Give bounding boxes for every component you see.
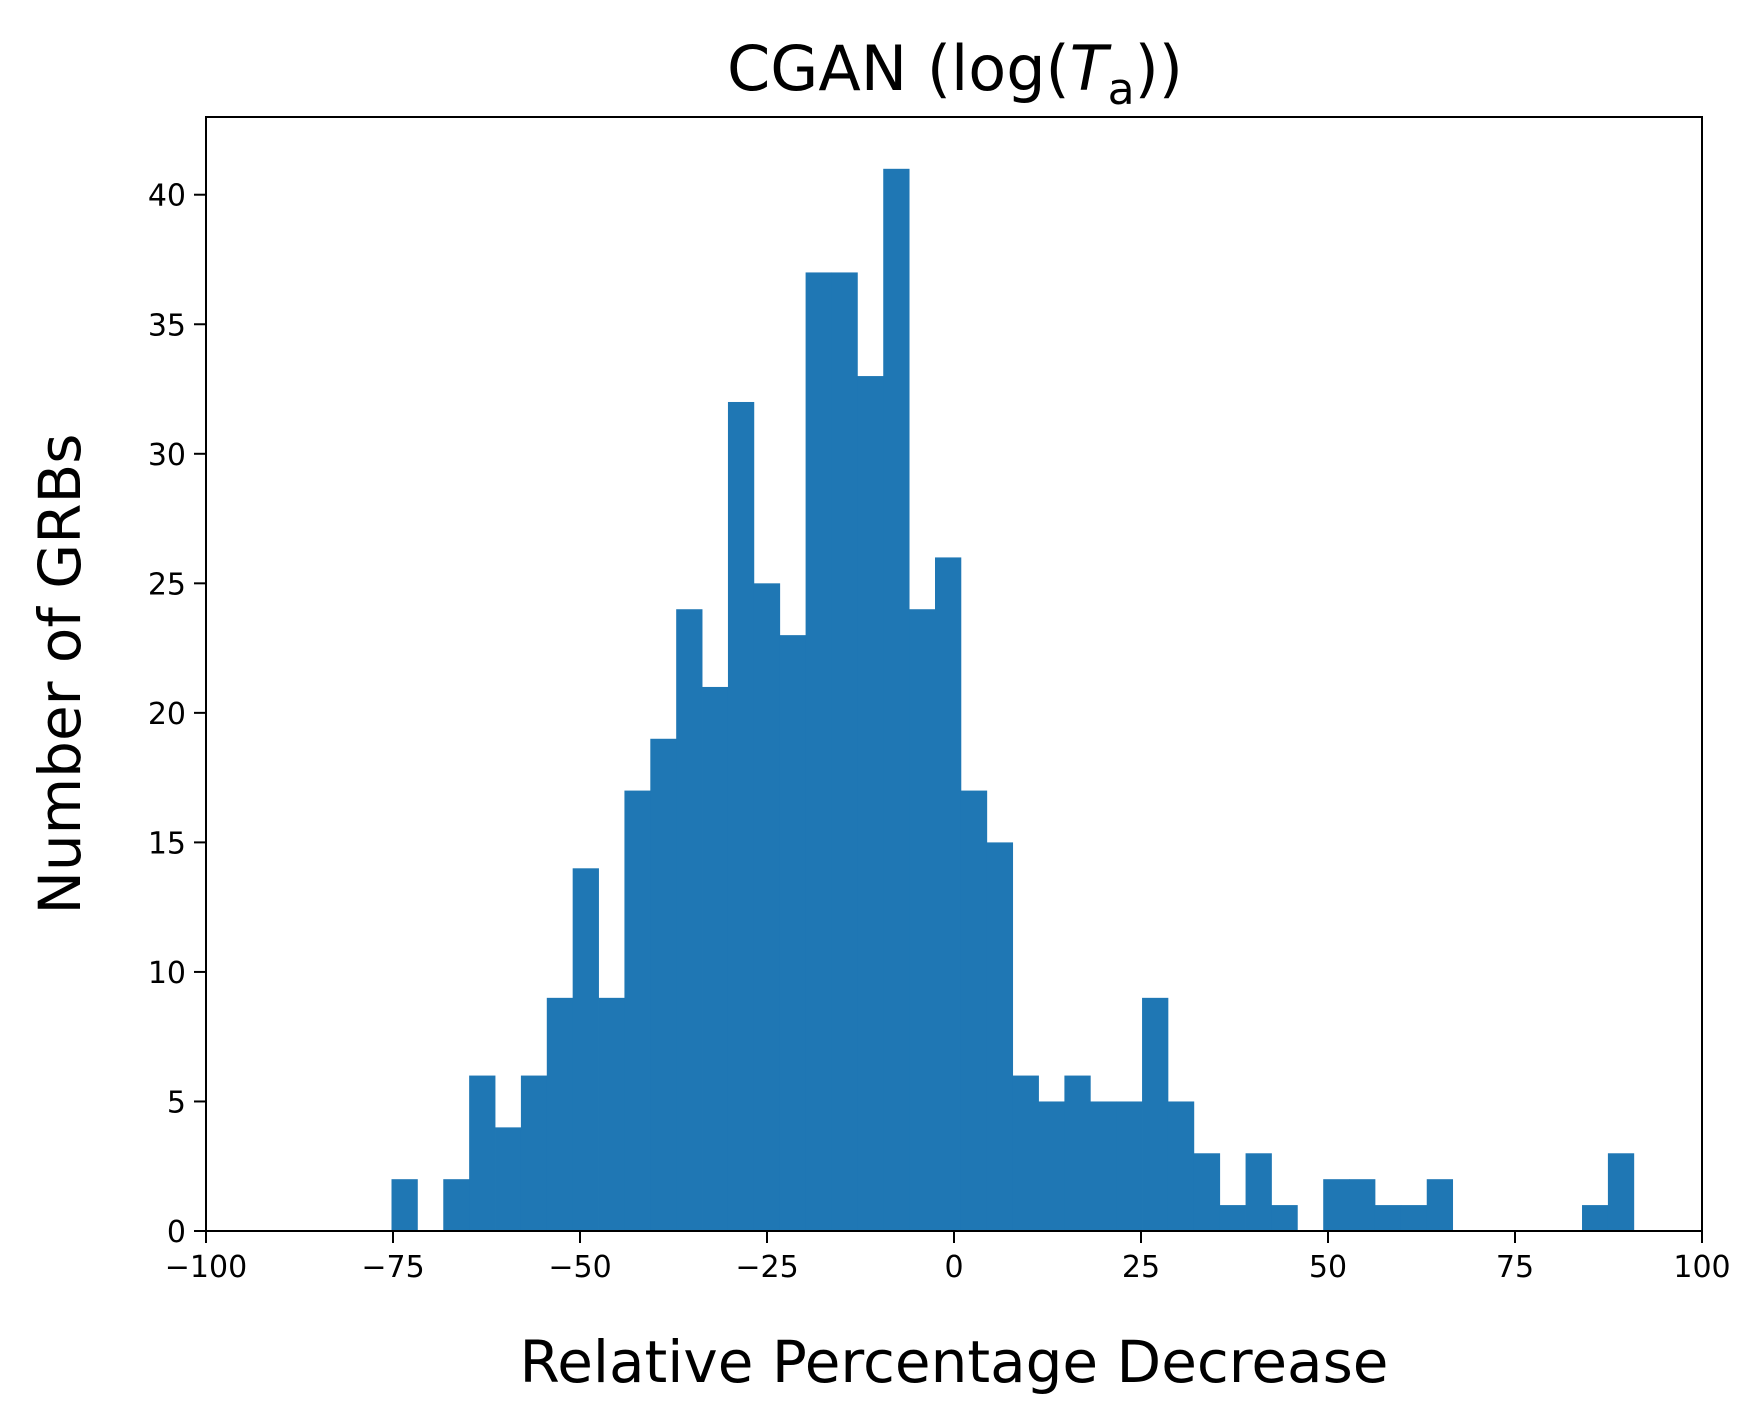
histogram-bar (857, 376, 884, 1231)
y-tick-label: 40 (148, 179, 186, 214)
histogram-bar (960, 790, 988, 1231)
histogram-bar (1607, 1153, 1635, 1231)
x-tick-label: −50 (548, 1250, 611, 1285)
histogram-bars (391, 168, 1635, 1232)
histogram-bar (1167, 1101, 1195, 1231)
chart-title-prefix: CGAN (log( (727, 32, 1070, 105)
y-tick-label: 35 (148, 308, 186, 343)
x-tick-label: −75 (361, 1250, 424, 1285)
histogram-bar (1193, 1153, 1221, 1231)
histogram-bar (1400, 1205, 1428, 1231)
histogram-bar (495, 1127, 522, 1231)
histogram-bar (1349, 1179, 1376, 1231)
y-tick-label: 5 (167, 1085, 186, 1120)
y-axis: 0 5 10 15 20 25 30 35 40 (148, 179, 206, 1250)
histogram-bar (598, 997, 625, 1231)
y-tick-label: 10 (148, 956, 186, 991)
x-tick-label: 0 (944, 1250, 963, 1285)
x-tick-label: −100 (165, 1250, 247, 1285)
histogram-bar (520, 1075, 548, 1231)
plot-frame (205, 116, 1703, 1232)
histogram-bar (1245, 1153, 1272, 1231)
histogram-bar (572, 868, 599, 1231)
x-tick-label: −25 (735, 1250, 798, 1285)
y-axis-label: Number of GRBs (26, 433, 94, 914)
histogram-bar (1064, 1075, 1091, 1231)
histogram-bar (935, 557, 962, 1231)
histogram-bar (391, 1179, 418, 1231)
histogram-bar (1582, 1205, 1609, 1231)
x-tick-label: 50 (1309, 1250, 1347, 1285)
histogram-bar (650, 738, 677, 1231)
histogram-bar (805, 272, 832, 1231)
x-axis-label: Relative Percentage Decrease (520, 1328, 1389, 1396)
histogram-bar (909, 609, 936, 1231)
histogram-bar (1323, 1179, 1350, 1231)
histogram-bar (443, 1179, 470, 1231)
histogram-bar (1219, 1205, 1246, 1231)
x-tick-label: 25 (1122, 1250, 1160, 1285)
y-tick-label: 25 (148, 567, 186, 602)
y-tick-label: 15 (148, 826, 186, 861)
histogram-bar (727, 401, 755, 1232)
histogram-bar (1426, 1179, 1454, 1231)
histogram-bar (831, 272, 858, 1231)
histogram-bar (624, 790, 651, 1231)
chart-title-suffix: )) (1135, 32, 1183, 105)
histogram-bar (779, 635, 806, 1231)
histogram-bar (1090, 1101, 1117, 1231)
y-tick-label: 30 (148, 438, 186, 473)
histogram-bar (469, 1075, 496, 1231)
chart-title-italic: T (1070, 32, 1112, 105)
x-axis: −100 −75 −50 −25 0 25 50 75 100 (165, 1231, 1731, 1285)
chart-title: CGAN (log(Ta)) (727, 32, 1183, 115)
histogram-bar (1142, 997, 1169, 1231)
y-tick-label: 0 (167, 1215, 186, 1250)
histogram-bar (1116, 1101, 1143, 1231)
histogram-bar (546, 997, 574, 1231)
histogram-bar (883, 168, 910, 1231)
histogram-bar (1374, 1205, 1402, 1231)
histogram-bar (702, 686, 729, 1231)
chart-title-subscript: a (1108, 64, 1135, 115)
histogram-bar (1012, 1075, 1039, 1231)
histogram-bar (676, 609, 703, 1231)
y-tick-label: 20 (148, 697, 186, 732)
histogram-bar (986, 842, 1014, 1231)
x-tick-label: 75 (1496, 1250, 1534, 1285)
x-tick-label: 100 (1673, 1250, 1730, 1285)
histogram-bar (753, 583, 781, 1231)
histogram-bar (1038, 1101, 1065, 1231)
histogram-bar (1271, 1205, 1298, 1231)
